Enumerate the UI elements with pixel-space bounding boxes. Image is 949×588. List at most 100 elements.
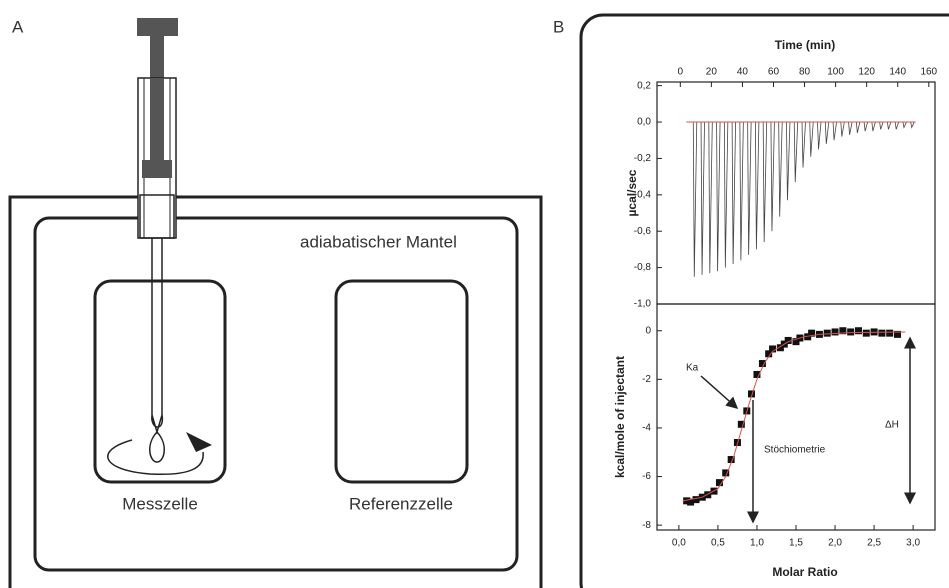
panel-label: B xyxy=(553,17,564,36)
x-tick-label: 140 xyxy=(889,67,906,78)
x-tick-label: 0,5 xyxy=(711,538,725,549)
data-point xyxy=(753,370,761,378)
plot-frame xyxy=(656,303,936,531)
y-axis-title: kcal/mole of injectant xyxy=(613,356,627,478)
x-tick-label: 1,5 xyxy=(789,538,803,549)
data-point xyxy=(727,456,735,464)
outer-jacket xyxy=(8,195,543,588)
injection-peak xyxy=(700,122,705,275)
sample-cell xyxy=(93,279,227,484)
injection-peak xyxy=(762,122,768,243)
y-tick-label: 0,0 xyxy=(637,117,651,128)
x-tick-label: 0,0 xyxy=(672,538,686,549)
x-tick-label: 80 xyxy=(799,67,811,78)
injection-peak xyxy=(754,122,760,250)
data-point xyxy=(765,350,773,358)
y-tick-label: 0 xyxy=(645,325,651,336)
data-point xyxy=(862,329,870,337)
injection-peak xyxy=(824,121,830,144)
y-tick-label: 0,2 xyxy=(637,80,651,91)
injection-peak xyxy=(708,122,713,274)
x-tick-label: 2,5 xyxy=(867,538,881,549)
y-tick-label: -0,2 xyxy=(634,153,652,164)
charts: 0 20 40 60 80 100 120 140 160 0,2 0,0 -0,2 -0,4 -0,6 -… xyxy=(613,38,937,579)
injection-peak xyxy=(879,121,884,130)
data-point xyxy=(894,330,902,338)
data-point xyxy=(808,329,816,337)
injection-peak xyxy=(747,122,752,255)
data-point xyxy=(831,328,839,336)
injection-peak xyxy=(731,122,737,264)
y-tick-label: -4 xyxy=(642,423,651,434)
x-tick-label: 0 xyxy=(678,67,684,78)
data-point xyxy=(784,336,792,344)
y-tick-label: -1,0 xyxy=(634,299,652,310)
data-point xyxy=(878,329,886,337)
injection-peak xyxy=(894,121,900,130)
injection-peak xyxy=(723,122,729,268)
data-point xyxy=(839,327,847,335)
injection-peak xyxy=(809,122,814,157)
injection-peak xyxy=(840,121,845,137)
injection-peak xyxy=(793,122,799,183)
fit-line xyxy=(682,331,906,502)
x-tick-label: 160 xyxy=(920,67,937,78)
syringe xyxy=(107,18,212,476)
plot-frame xyxy=(656,81,936,305)
adiabatic-jacket xyxy=(33,216,519,572)
injection-peak xyxy=(692,122,698,277)
data-point xyxy=(804,333,812,341)
data-point xyxy=(847,328,855,336)
data-point xyxy=(886,329,894,337)
panel-label: A xyxy=(12,17,24,36)
annotation-arrow xyxy=(700,375,739,409)
annotation: ΔH xyxy=(885,420,899,431)
injection-peak xyxy=(832,121,837,141)
data-point xyxy=(823,329,831,337)
y-tick-label: -0,6 xyxy=(634,226,652,237)
injection-peak xyxy=(739,122,744,261)
y-tick-label: -8 xyxy=(642,520,651,531)
data-point xyxy=(776,344,784,352)
injection-peak xyxy=(887,121,892,130)
injection-peak xyxy=(778,122,783,217)
injection-peak xyxy=(770,122,775,232)
y-axis-title: µcal/sec xyxy=(625,169,639,216)
data-point xyxy=(854,327,862,335)
x-axis-title: Time (min) xyxy=(775,38,835,52)
data-point xyxy=(722,469,730,477)
x-tick-label: 100 xyxy=(827,67,844,78)
y-tick-label: -0,4 xyxy=(634,189,652,200)
x-tick-label: 60 xyxy=(768,67,780,78)
x-tick-label: 40 xyxy=(737,67,749,78)
injection-peak xyxy=(863,121,868,132)
y-tick-label: -6 xyxy=(642,471,651,482)
jacket-label: adiabatischer Mantel xyxy=(300,232,457,251)
x-tick-label: 1,0 xyxy=(750,538,764,549)
data-point xyxy=(715,479,723,487)
injection-peak xyxy=(871,121,876,132)
annotation: Ka xyxy=(686,363,699,374)
x-tick-label: 120 xyxy=(858,67,875,78)
injection-peak xyxy=(716,122,721,272)
panel-frame xyxy=(579,13,949,588)
injection-peak xyxy=(855,121,861,134)
injection-peak xyxy=(786,122,791,201)
data-point xyxy=(758,360,766,368)
data-point xyxy=(692,496,700,504)
x-axis-title: Molar Ratio xyxy=(772,565,837,579)
y-tick-label: -0,8 xyxy=(634,262,652,273)
reference-cell xyxy=(334,279,469,484)
y-tick-label: -2 xyxy=(642,374,651,385)
data-point xyxy=(737,420,745,428)
data-point xyxy=(683,497,691,505)
x-tick-label: 2,0 xyxy=(828,538,842,549)
data-point xyxy=(792,338,800,346)
cell-label: Messzelle xyxy=(122,494,198,513)
data-point xyxy=(687,498,695,506)
x-tick-label: 20 xyxy=(706,67,718,78)
data-point xyxy=(747,390,755,398)
annotation: Stöchiometrie xyxy=(764,445,826,456)
